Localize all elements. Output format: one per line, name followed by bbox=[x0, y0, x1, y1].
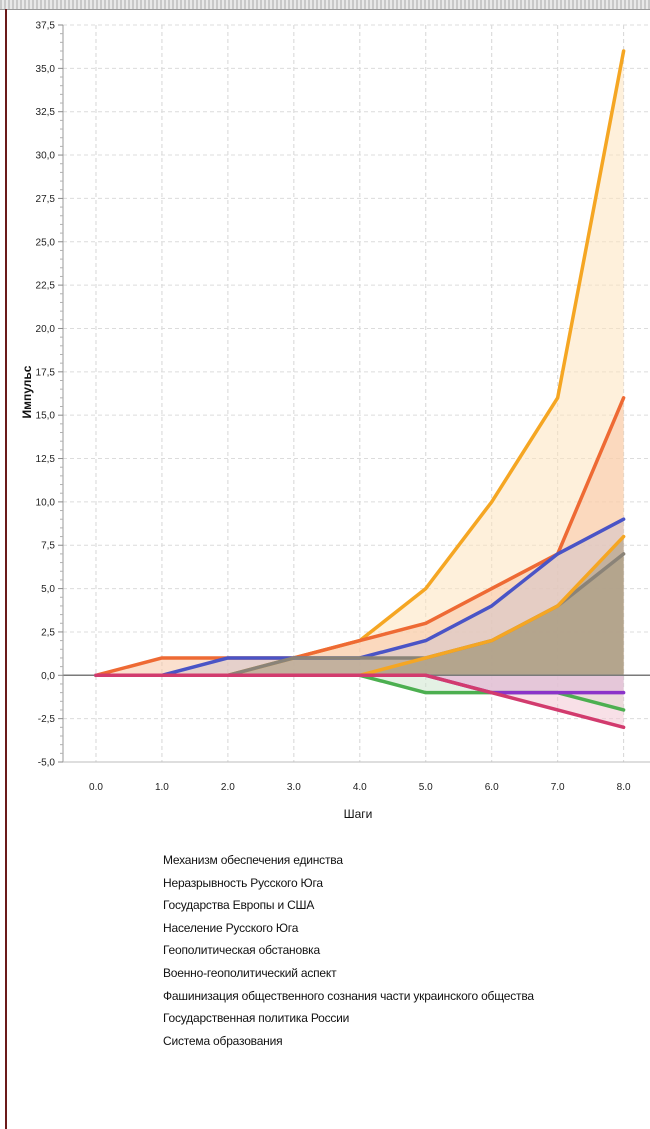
y-tick-label: 30,0 bbox=[36, 151, 56, 162]
x-tick-label: 4.0 bbox=[353, 782, 367, 793]
y-tick-label: -5,0 bbox=[38, 758, 56, 769]
series-line bbox=[94, 673, 626, 730]
legend-item: Механизм обеспечения единства bbox=[163, 853, 343, 867]
legend-item: Государственная политика России bbox=[163, 1011, 350, 1026]
y-tick-label: 37,5 bbox=[36, 21, 56, 32]
x-tick-label: 7.0 bbox=[551, 782, 565, 793]
impulse-chart: -5,0 -2,5 0,0 2,5 5,0 7,5 10,0 12,5 15,0 17,5 20,0… bbox=[20, 21, 650, 821]
series-area bbox=[95, 51, 624, 676]
x-tick-label: 2.0 bbox=[221, 782, 235, 793]
x-tick-label: 8.0 bbox=[617, 782, 631, 793]
window-top-strip bbox=[0, 0, 650, 10]
y-tick-label: 2,5 bbox=[41, 627, 55, 638]
legend-item: Фашинизация общественного сознания части… bbox=[163, 988, 534, 1003]
x-axis-title: Шаги bbox=[344, 807, 373, 821]
x-tick-label: 1.0 bbox=[155, 782, 169, 793]
legend-item: Неразрывность Русского Юга bbox=[163, 875, 323, 890]
y-tick-label: 20,0 bbox=[36, 324, 56, 335]
chart-legend: Механизм обеспечения единства Неразрывно… bbox=[163, 852, 534, 1055]
y-tick-label: 25,0 bbox=[36, 237, 56, 248]
x-tick-label: 3.0 bbox=[287, 782, 301, 793]
y-tick-label: 17,5 bbox=[36, 367, 56, 378]
legend-item: Система образования bbox=[163, 1033, 283, 1048]
x-tick-label: 5.0 bbox=[419, 782, 433, 793]
y-tick-label: 35,0 bbox=[36, 64, 56, 75]
y-tick-label: 32,5 bbox=[36, 107, 56, 118]
x-tick-label: 0.0 bbox=[89, 782, 103, 793]
legend-item: Государства Европы и США bbox=[163, 898, 315, 913]
y-tick-label: 10,0 bbox=[36, 497, 56, 508]
series-line bbox=[94, 396, 626, 678]
frame-left-border bbox=[5, 9, 7, 1129]
y-tick-label: 5,0 bbox=[41, 584, 55, 595]
y-axis-title: Импульс bbox=[20, 365, 34, 418]
legend-item: Геополитическая обстановка bbox=[163, 943, 320, 958]
legend-item: Военно-геополитический аспект bbox=[163, 965, 337, 980]
series-area bbox=[95, 519, 624, 676]
y-tick-label: 15,0 bbox=[36, 411, 56, 422]
y-tick-label: 0,0 bbox=[41, 671, 55, 682]
y-tick-label: 27,5 bbox=[36, 194, 56, 205]
y-tick-label: 12,5 bbox=[36, 454, 56, 465]
series-area bbox=[95, 675, 624, 728]
y-tick-label: 22,5 bbox=[36, 281, 56, 292]
x-tick-label: 6.0 bbox=[485, 782, 499, 793]
y-tick-label: -2,5 bbox=[38, 714, 56, 725]
y-tick-label: 7,5 bbox=[41, 541, 55, 552]
legend-item: Население Русского Юга bbox=[163, 920, 299, 935]
